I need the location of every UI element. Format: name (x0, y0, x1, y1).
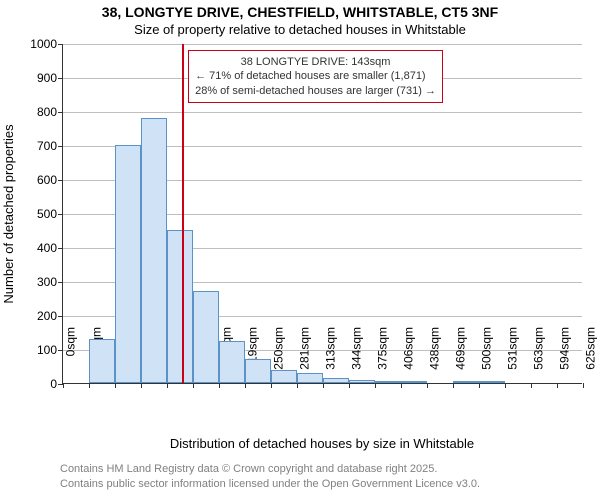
histogram-bar (401, 381, 427, 383)
histogram-bar (297, 373, 323, 383)
gridline-h (63, 44, 582, 45)
histogram-bar (479, 381, 505, 383)
histogram-bar (167, 230, 193, 383)
marker-line (182, 44, 184, 383)
ytick-label: 100 (37, 343, 63, 357)
chart-subtitle: Size of property relative to detached ho… (0, 22, 600, 37)
xtick-label: 375sqm (373, 327, 390, 387)
histogram-bar (375, 381, 401, 383)
ytick-label: 600 (37, 173, 63, 187)
ytick-label: 700 (37, 139, 63, 153)
histogram-bar (323, 378, 349, 383)
y-axis-label: Number of detached properties (1, 124, 16, 303)
annotation-line: ← 71% of detached houses are smaller (1,… (195, 69, 436, 83)
ytick-label: 1000 (30, 37, 63, 51)
plot-area: 010020030040050060070080090010000sqm31sq… (62, 44, 582, 384)
xtick-label: 344sqm (347, 327, 364, 387)
xtick-label: 469sqm (451, 327, 468, 387)
annotation-line: 28% of semi-detached houses are larger (… (195, 84, 436, 98)
xtick-label: 563sqm (529, 327, 546, 387)
ytick-label: 400 (37, 241, 63, 255)
histogram-bar (453, 381, 479, 383)
ytick-label: 200 (37, 309, 63, 323)
xtick-label: 500sqm (477, 327, 494, 387)
xtick-label: 625sqm (581, 327, 598, 387)
histogram-bar (245, 359, 271, 383)
histogram-bar (349, 380, 375, 383)
xtick-label: 406sqm (399, 327, 416, 387)
histogram-bar (193, 291, 219, 383)
histogram-bar (271, 370, 297, 383)
attribution-line: Contains HM Land Registry data © Crown c… (60, 462, 480, 477)
ytick-label: 300 (37, 275, 63, 289)
xtick-label: 0sqm (61, 327, 78, 387)
xtick-label: 438sqm (425, 327, 442, 387)
histogram-bar (89, 339, 115, 383)
histogram-bar (115, 145, 141, 383)
ytick-label: 800 (37, 105, 63, 119)
attribution-line: Contains public sector information licen… (60, 477, 480, 492)
histogram-bar (219, 341, 245, 384)
xtick-label: 531sqm (503, 327, 520, 387)
xtick-label: 594sqm (555, 327, 572, 387)
ytick-label: 500 (37, 207, 63, 221)
chart-title: 38, LONGTYE DRIVE, CHESTFIELD, WHITSTABL… (0, 4, 600, 20)
attribution: Contains HM Land Registry data © Crown c… (60, 462, 480, 492)
annotation-box: 38 LONGTYE DRIVE: 143sqm← 71% of detache… (188, 50, 443, 103)
gridline-h (63, 112, 582, 113)
x-axis-label: Distribution of detached houses by size … (62, 436, 582, 451)
ytick-label: 900 (37, 71, 63, 85)
histogram-bar (141, 118, 167, 383)
annotation-line: 38 LONGTYE DRIVE: 143sqm (195, 55, 436, 69)
